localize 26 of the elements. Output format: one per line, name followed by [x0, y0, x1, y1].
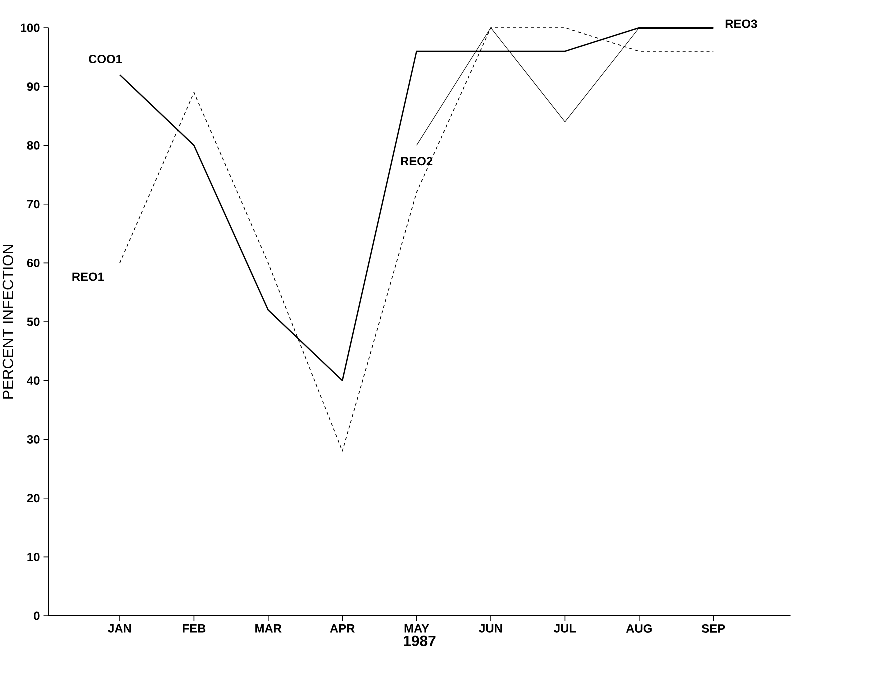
x-tick-label: FEB [183, 624, 206, 633]
y-axis-title: PERCENT INFECTION [2, 245, 14, 399]
y-tick-label: 100 [21, 24, 40, 32]
y-tick-label: 80 [27, 141, 40, 150]
x-tick-label: SEP [702, 624, 726, 633]
series-label: COO1 [89, 55, 122, 64]
series-label: REO2 [401, 157, 433, 166]
x-tick-label: AUG [626, 624, 652, 633]
x-tick-label: JUL [554, 624, 576, 633]
x-tick-label: MAR [256, 624, 282, 633]
y-tick-label: 70 [27, 200, 40, 209]
y-tick-label: 50 [27, 318, 40, 326]
x-tick-label: MAY [404, 624, 430, 633]
x-tick-label: JAN [108, 624, 132, 633]
series-label: REO3 [726, 20, 758, 28]
y-tick-label: 40 [27, 376, 40, 386]
y-tick-label: 0 [34, 612, 40, 620]
y-tick-label: 20 [27, 494, 40, 503]
y-tick-label: 60 [27, 258, 40, 268]
x-axis-title: 1987 [404, 636, 436, 646]
series-label: REO1 [72, 272, 104, 282]
y-tick-label: 90 [27, 82, 40, 92]
y-tick-label: 30 [27, 435, 40, 444]
x-tick-label: APR [330, 624, 355, 633]
y-tick-label: 10 [28, 552, 40, 562]
x-tick-label: JUN [479, 624, 502, 633]
